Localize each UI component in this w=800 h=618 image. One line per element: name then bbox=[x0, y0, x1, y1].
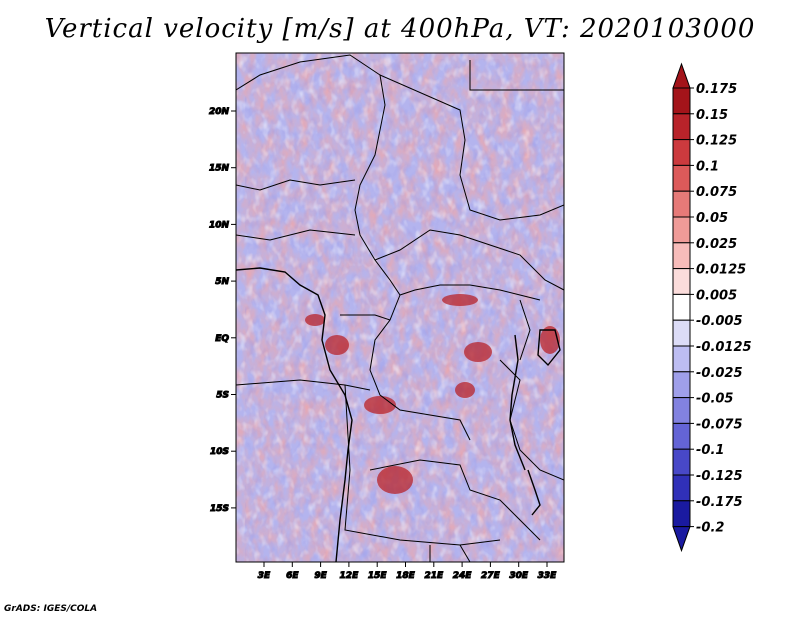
colorbar-swatch bbox=[672, 190, 691, 218]
colorbar-swatch bbox=[672, 448, 691, 476]
colorbar-swatch bbox=[672, 139, 691, 166]
colorbar-swatch bbox=[672, 216, 691, 244]
lat-tick-label: 10S bbox=[210, 447, 229, 457]
colorbar-swatch bbox=[672, 113, 691, 141]
lon-tick-label: 9E bbox=[314, 571, 327, 581]
colorbar-level-label: 0.075 bbox=[696, 185, 737, 200]
colorbar-swatch bbox=[672, 371, 691, 399]
lon-tick-label: 18E bbox=[396, 571, 416, 581]
colorbar-swatch bbox=[672, 164, 691, 192]
colorbar-swatch bbox=[672, 242, 691, 270]
colorbar-swatch bbox=[672, 87, 691, 115]
lon-tick-label: 33E bbox=[538, 571, 558, 581]
colorbar-level-label: 0.05 bbox=[696, 211, 728, 226]
lat-tick-label: EQ bbox=[215, 334, 229, 344]
lat-tick-label: 5S bbox=[216, 391, 229, 401]
colorbar-swatch bbox=[672, 422, 691, 450]
colorbar-level-label: -0.0125 bbox=[696, 340, 752, 355]
lat-tick-label: 15S bbox=[210, 504, 229, 514]
colorbar-top-arrow bbox=[672, 62, 691, 89]
lon-tick-label: 3E bbox=[258, 571, 271, 581]
lon-tick-label: 30E bbox=[509, 571, 529, 581]
lon-tick-label: 6E bbox=[286, 571, 299, 581]
colorbar-swatch bbox=[672, 268, 691, 295]
colorbar-swatch bbox=[672, 397, 691, 424]
colorbar-level-label: -0.05 bbox=[696, 392, 733, 407]
colorbar-level-label: 0.005 bbox=[696, 288, 737, 303]
colorbar-level-label: 0.125 bbox=[696, 134, 737, 149]
colorbar-level-label: -0.175 bbox=[696, 495, 743, 510]
colorbar-swatch bbox=[672, 500, 691, 528]
lon-tick-label: 24E bbox=[453, 571, 473, 581]
colorbar-bottom-arrow bbox=[672, 526, 691, 553]
lat-tick-label: 15N bbox=[209, 164, 230, 174]
colorbar-level-label: 0.175 bbox=[696, 82, 737, 97]
colorbar-level-label: -0.005 bbox=[696, 314, 743, 329]
colorbar-swatch bbox=[672, 319, 691, 347]
chart-title: Vertical velocity [m/s] at 400hPa, VT: 2… bbox=[44, 14, 756, 44]
colorbar-level-label: -0.125 bbox=[696, 469, 743, 484]
colorbar-level-label: 0.0125 bbox=[696, 263, 746, 278]
colorbar-level-label: 0.1 bbox=[696, 159, 719, 174]
lat-tick-label: 10N bbox=[209, 220, 230, 230]
latitude-axis: 20N 15N 10N 5N EQ 5S 10S 15S bbox=[208, 107, 236, 514]
lon-tick-label: 27E bbox=[481, 571, 501, 581]
map-frame bbox=[235, 52, 565, 563]
lat-tick-label: 20N bbox=[209, 107, 230, 117]
lon-tick-label: 21E bbox=[424, 571, 444, 581]
colorbar-level-label: -0.075 bbox=[696, 417, 743, 432]
colorbar: 0.175 0.15 0.125 0.1 0.075 0.05 0.025 0.0125 0.0… bbox=[672, 62, 752, 553]
colorbar-level-label: 0.15 bbox=[696, 108, 728, 123]
lat-tick-label: 5N bbox=[215, 277, 229, 287]
colorbar-level-label: -0.1 bbox=[696, 443, 724, 458]
colorbar-swatch bbox=[672, 474, 691, 502]
lon-tick-label: 12E bbox=[340, 571, 360, 581]
velocity-field bbox=[236, 53, 564, 562]
colorbar-swatch bbox=[672, 293, 691, 321]
longitude-axis: 3E 6E 9E 12E 15E 18E 21E 24E 27E 30E 33E bbox=[257, 562, 558, 582]
credit-label: GrADS: IGES/COLA bbox=[4, 604, 98, 614]
colorbar-level-label: -0.025 bbox=[696, 366, 743, 381]
lon-tick-label: 15E bbox=[368, 571, 388, 581]
colorbar-swatch bbox=[672, 345, 691, 373]
colorbar-level-label: -0.2 bbox=[696, 521, 724, 536]
colorbar-level-label: 0.025 bbox=[696, 237, 737, 252]
